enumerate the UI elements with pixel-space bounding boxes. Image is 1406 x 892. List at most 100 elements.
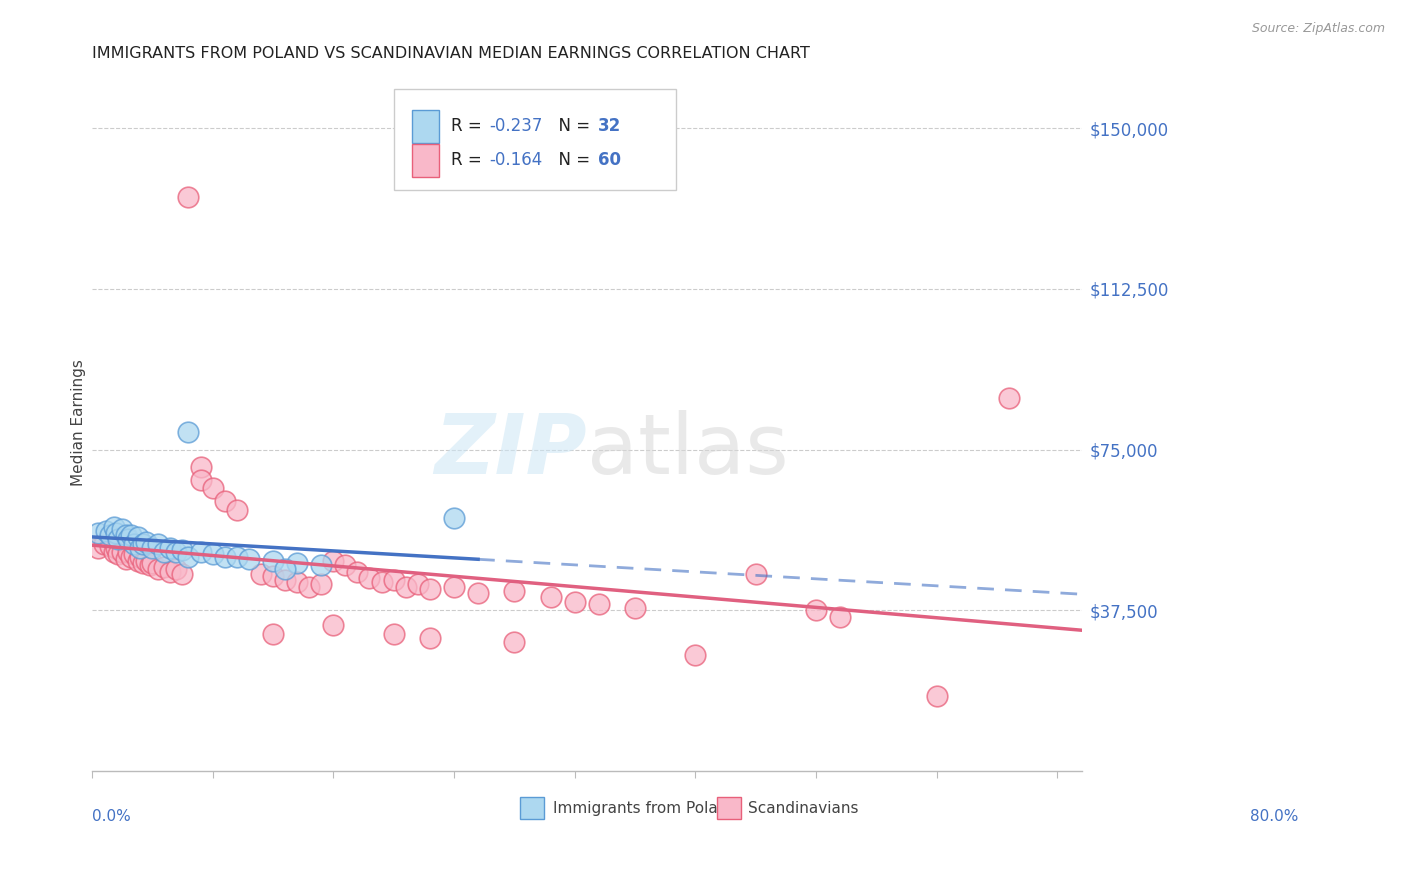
Point xyxy=(159,565,181,579)
Point xyxy=(503,583,526,598)
Point xyxy=(114,551,136,566)
Point xyxy=(238,551,260,566)
Point xyxy=(744,566,766,581)
FancyBboxPatch shape xyxy=(520,797,544,820)
Point xyxy=(153,545,176,559)
Point xyxy=(127,554,149,568)
Point xyxy=(262,569,284,583)
Point xyxy=(359,571,381,585)
Point xyxy=(135,534,157,549)
Point xyxy=(503,635,526,649)
Point xyxy=(111,522,134,536)
Point xyxy=(443,580,465,594)
Point xyxy=(262,626,284,640)
Text: R =: R = xyxy=(451,118,486,136)
Text: Immigrants from Poland: Immigrants from Poland xyxy=(553,802,737,816)
Point xyxy=(804,603,827,617)
Point xyxy=(201,548,224,562)
Point xyxy=(122,537,145,551)
Point xyxy=(370,575,392,590)
Point xyxy=(117,545,139,559)
Point xyxy=(122,548,145,562)
Text: -0.237: -0.237 xyxy=(489,118,543,136)
Point xyxy=(98,528,121,542)
Point xyxy=(172,543,194,558)
Text: 32: 32 xyxy=(598,118,621,136)
Point xyxy=(105,526,128,541)
Point xyxy=(96,524,118,538)
Point xyxy=(111,545,134,559)
Point xyxy=(159,541,181,555)
Point xyxy=(274,562,297,576)
FancyBboxPatch shape xyxy=(412,110,439,143)
Point xyxy=(127,530,149,544)
Point xyxy=(830,609,852,624)
Point xyxy=(285,556,308,570)
Point xyxy=(190,545,212,559)
Y-axis label: Median Earnings: Median Earnings xyxy=(72,359,86,486)
Point xyxy=(201,481,224,495)
Point xyxy=(395,580,418,594)
Point xyxy=(419,631,441,645)
Point xyxy=(225,549,247,564)
Point xyxy=(285,575,308,590)
Text: N =: N = xyxy=(548,152,596,169)
Text: ZIP: ZIP xyxy=(434,410,586,491)
Point xyxy=(177,425,200,440)
Point xyxy=(131,537,153,551)
Text: -0.164: -0.164 xyxy=(489,152,541,169)
Point xyxy=(925,689,948,703)
Point xyxy=(148,537,170,551)
FancyBboxPatch shape xyxy=(394,89,676,190)
Point xyxy=(298,580,321,594)
Point xyxy=(103,519,125,533)
Point xyxy=(624,601,647,615)
Point xyxy=(120,528,142,542)
Point xyxy=(114,528,136,542)
Point xyxy=(998,391,1021,405)
Point xyxy=(443,511,465,525)
Point xyxy=(105,541,128,555)
Point xyxy=(322,554,344,568)
Point xyxy=(177,549,200,564)
Text: R =: R = xyxy=(451,152,486,169)
Point xyxy=(309,558,332,573)
Point xyxy=(335,558,357,573)
Point xyxy=(141,556,163,570)
FancyBboxPatch shape xyxy=(717,797,741,820)
Point xyxy=(131,556,153,570)
Point xyxy=(93,537,115,551)
Point xyxy=(214,494,236,508)
Text: 80.0%: 80.0% xyxy=(1250,809,1299,824)
Point xyxy=(98,539,121,553)
Point xyxy=(540,591,562,605)
Text: 60: 60 xyxy=(598,152,620,169)
Point xyxy=(190,459,212,474)
Point xyxy=(564,594,586,608)
Point xyxy=(141,541,163,555)
Point xyxy=(172,566,194,581)
Text: Scandinavians: Scandinavians xyxy=(748,802,859,816)
Point xyxy=(322,618,344,632)
Point xyxy=(177,190,200,204)
Point xyxy=(148,562,170,576)
Point xyxy=(165,562,187,576)
Point xyxy=(382,626,405,640)
Point xyxy=(165,545,187,559)
Text: Source: ZipAtlas.com: Source: ZipAtlas.com xyxy=(1251,22,1385,36)
Text: 0.0%: 0.0% xyxy=(91,809,131,824)
Point xyxy=(117,533,139,547)
FancyBboxPatch shape xyxy=(412,144,439,178)
Point xyxy=(467,586,489,600)
Point xyxy=(309,577,332,591)
Point xyxy=(685,648,707,662)
Point xyxy=(406,577,429,591)
Point xyxy=(153,560,176,574)
Point xyxy=(87,526,110,541)
Text: N =: N = xyxy=(548,118,596,136)
Point xyxy=(274,573,297,587)
Point xyxy=(87,541,110,555)
Point xyxy=(262,554,284,568)
Point xyxy=(139,558,162,573)
Point xyxy=(107,533,129,547)
